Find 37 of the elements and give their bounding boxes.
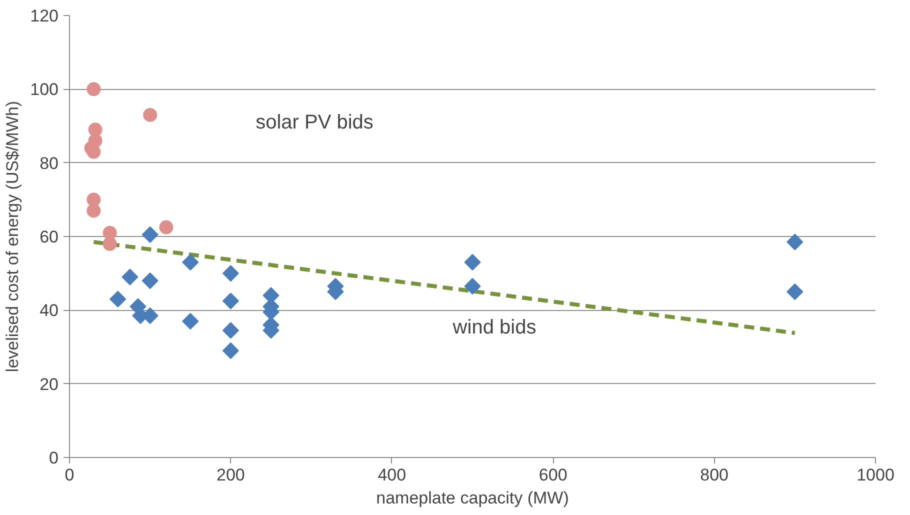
- point: [110, 290, 126, 308]
- point: [102, 236, 117, 251]
- point: [122, 268, 138, 286]
- y-tick-label: 100: [30, 80, 59, 100]
- point: [182, 254, 199, 271]
- y-axis-title: levelised cost of energy (US$/MWh): [3, 100, 22, 372]
- x-tick-label: 200: [216, 466, 245, 484]
- point: [464, 254, 481, 271]
- point: [222, 265, 239, 282]
- point: [222, 292, 239, 310]
- point: [159, 220, 174, 234]
- point: [786, 234, 804, 250]
- point: [182, 312, 199, 330]
- y-tick-label: 80: [40, 154, 59, 173]
- point: [222, 322, 239, 339]
- x-tick-label: 400: [378, 466, 406, 484]
- y-tick-label: 60: [40, 228, 59, 246]
- x-axis-title: nameplate capacity (MW): [376, 488, 569, 508]
- point: [86, 144, 101, 159]
- point: [143, 108, 158, 122]
- point: [86, 204, 101, 218]
- y-tick-label: 20: [40, 374, 59, 394]
- point: [86, 82, 101, 96]
- x-tick-label: 1000: [856, 466, 894, 484]
- y-tick-label: 120: [30, 6, 59, 26]
- x-tick-label: 600: [538, 466, 568, 484]
- point: [142, 272, 158, 289]
- point: [786, 283, 804, 300]
- annotation: solar PV bids: [256, 112, 374, 134]
- y-tick-label: 40: [40, 301, 59, 320]
- x-tick-label: 0: [64, 466, 74, 484]
- x-tick-label: 800: [700, 466, 728, 484]
- point: [222, 342, 239, 359]
- point: [142, 226, 158, 243]
- annotation: wind bids: [452, 316, 536, 338]
- y-tick-label: 0: [49, 448, 59, 468]
- point: [464, 278, 481, 295]
